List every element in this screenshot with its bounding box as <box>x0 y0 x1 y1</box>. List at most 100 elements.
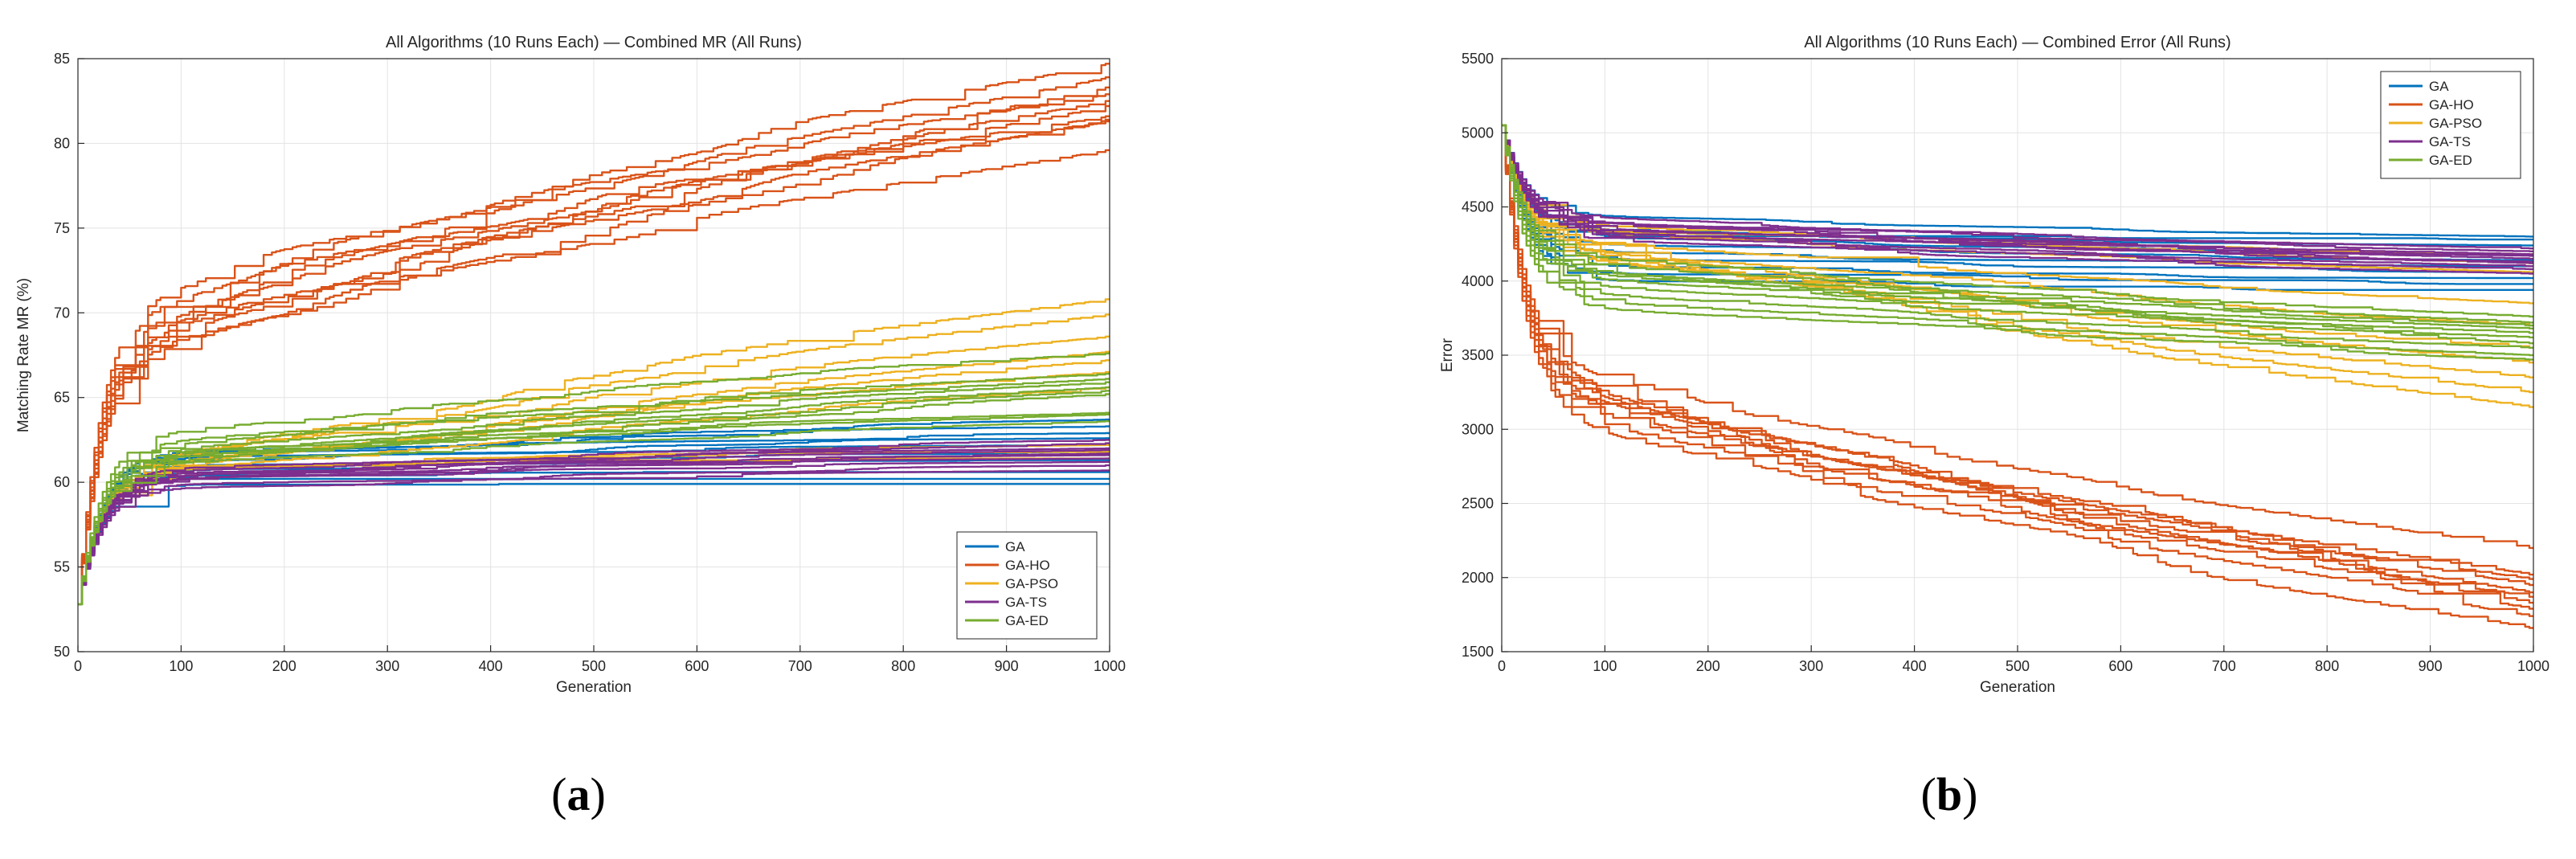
series-line-ga-ed-run-5 <box>78 386 1110 606</box>
x-tick-label: 900 <box>995 658 1019 674</box>
series-line-ga-ho-run-10 <box>78 149 1110 606</box>
y-tick-label: 80 <box>54 135 70 151</box>
series-line-ga-ho-run-1 <box>1502 124 2533 550</box>
x-tick-label: 400 <box>1903 658 1927 674</box>
y-axis-label-b: Error <box>1439 337 1456 372</box>
series-line-ga-ts-run-8 <box>1502 124 2533 257</box>
y-tick-label: 60 <box>54 474 70 490</box>
series-line-ga-pso-run-1 <box>78 298 1110 606</box>
series-line-ga-ed-run-3 <box>78 378 1110 606</box>
series-line-ga-ed-run-8 <box>1502 124 2533 357</box>
caption-b-open: ( <box>1920 768 1936 820</box>
x-tick-label: 400 <box>479 658 503 674</box>
x-tick-label: 100 <box>169 658 193 674</box>
legend-label-ga-ho: GA-HO <box>1005 558 1050 573</box>
series-line-ga-ts-run-5 <box>78 464 1110 606</box>
caption-b: (b) <box>1869 767 2030 821</box>
caption-a-close: ) <box>590 768 606 820</box>
y-tick-label: 5500 <box>1462 51 1494 67</box>
series-line-ga-ts-run-2 <box>1502 124 2533 256</box>
legend-label-ga-ts: GA-TS <box>2429 134 2471 149</box>
x-axis-label-a: Generation <box>556 679 632 696</box>
series-line-ga-ho-run-6 <box>1502 124 2533 598</box>
series-line-ga-ts-run-10 <box>1502 124 2533 263</box>
x-tick-label: 500 <box>2006 658 2030 674</box>
series-line-ga-ed-run-10 <box>1502 124 2533 345</box>
x-tick-label: 700 <box>2212 658 2236 674</box>
x-tick-label: 0 <box>74 658 82 674</box>
y-axis-label-a: Matching Rate MR (%) <box>15 278 32 432</box>
ticks-a: 0 100 200 300 400 500 600 700 800 900 1000 50 55 60 65… <box>54 51 1126 674</box>
series-line-ga-ed-run-4 <box>78 381 1110 606</box>
series-line-ga-ts-run-6 <box>78 447 1110 606</box>
y-tick-label: 4500 <box>1462 199 1494 215</box>
series-line-ga-ts-run-6 <box>1502 124 2533 271</box>
series-line-ga-ts-run-7 <box>78 469 1110 606</box>
x-tick-label: 600 <box>685 658 709 674</box>
legend-label-ga-ed: GA-ED <box>2429 153 2472 168</box>
series-line-ga-ed-run-9 <box>78 413 1110 606</box>
caption-b-letter: b <box>1936 768 1963 820</box>
legend-a: GA GA-HO GA-PSO GA-TS GA-ED <box>956 531 1098 640</box>
series-line-ga-ho-run-8 <box>78 118 1110 606</box>
y-tick-label: 65 <box>54 390 70 406</box>
y-tick-label: 1500 <box>1462 644 1494 660</box>
series-line-ga-ed-run-5 <box>1502 124 2533 334</box>
caption-a-open: ( <box>551 768 567 820</box>
x-tick-label: 800 <box>2315 658 2339 674</box>
series-line-ga-ho-run-5 <box>78 100 1110 606</box>
series-line-ga-run-1 <box>1502 124 2533 238</box>
legend-label-ga-pso: GA-PSO <box>1005 576 1058 591</box>
series-line-ga-ed-run-1 <box>78 352 1110 606</box>
series-line-ga-ed-run-9 <box>1502 124 2533 361</box>
legend-label-ga-ed: GA-ED <box>1005 613 1049 628</box>
x-tick-label: 600 <box>2108 658 2132 674</box>
series-line-ga-ts-run-9 <box>1502 124 2533 252</box>
y-tick-label: 5000 <box>1462 125 1494 141</box>
y-tick-label: 4000 <box>1462 273 1494 289</box>
x-tick-label: 700 <box>788 658 812 674</box>
series-line-ga-ho-run-4 <box>1502 124 2533 587</box>
y-tick-label: 85 <box>54 51 70 67</box>
chart-title-a: All Algorithms (10 Runs Each) — Combined… <box>386 34 802 51</box>
series-line-ga-ho-run-7 <box>1502 124 2533 604</box>
legend-label-ga-ho: GA-HO <box>2429 97 2474 112</box>
series-line-ga-ts-run-10 <box>78 439 1110 606</box>
series-line-ga-pso-run-9 <box>1502 124 2533 305</box>
series-line-ga-ho-run-2 <box>78 76 1110 606</box>
legend-b: GA GA-HO GA-PSO GA-TS GA-ED <box>2380 71 2521 179</box>
series-line-ga-ed-run-7 <box>1502 124 2533 349</box>
x-tick-label: 300 <box>1799 658 1823 674</box>
ticks-b: 0 100 200 300 400 500 600 700 800 900 1000 1500 2000… <box>1462 51 2549 674</box>
chart-panel-b: 0 100 200 300 400 500 600 700 800 900 1000 1500 2000… <box>1439 34 2549 696</box>
series-line-ga-ho-run-5 <box>1502 124 2533 594</box>
series-line-ga-ho-run-8 <box>1502 124 2533 610</box>
series-layer-b <box>1502 124 2533 629</box>
y-tick-label: 55 <box>54 559 70 575</box>
series-line-ga-ed-run-6 <box>78 390 1110 606</box>
series-layer-a <box>78 63 1110 606</box>
x-tick-label: 100 <box>1593 658 1617 674</box>
y-tick-label: 75 <box>54 220 70 236</box>
chart-panel-a: 0 100 200 300 400 500 600 700 800 900 1000 50 55 60 65… <box>15 34 1126 696</box>
series-line-ga-ed-run-6 <box>1502 124 2533 339</box>
legend-label-ga-pso: GA-PSO <box>2429 116 2482 131</box>
series-line-ga-ho-run-3 <box>78 86 1110 606</box>
series-line-ga-ts-run-7 <box>1502 124 2533 275</box>
legend-label-ga-ts: GA-TS <box>1005 595 1047 610</box>
legend-label-ga: GA <box>2429 79 2449 94</box>
series-line-ga-ho-run-4 <box>78 93 1110 606</box>
caption-b-close: ) <box>1962 768 1978 820</box>
series-line-ga-pso-run-6 <box>1502 124 2533 327</box>
series-line-ga-pso-run-9 <box>78 457 1110 606</box>
x-axis-label-b: Generation <box>1980 679 2055 696</box>
x-tick-label: 1000 <box>1094 658 1126 674</box>
series-line-ga-ts-run-9 <box>78 452 1110 606</box>
y-tick-label: 70 <box>54 305 70 321</box>
series-line-ga-ho-run-7 <box>78 115 1110 606</box>
series-line-ga-ho-run-3 <box>1502 124 2533 580</box>
caption-a-letter: a <box>566 768 591 820</box>
grid-b <box>1501 58 2534 652</box>
x-tick-label: 200 <box>1696 658 1720 674</box>
